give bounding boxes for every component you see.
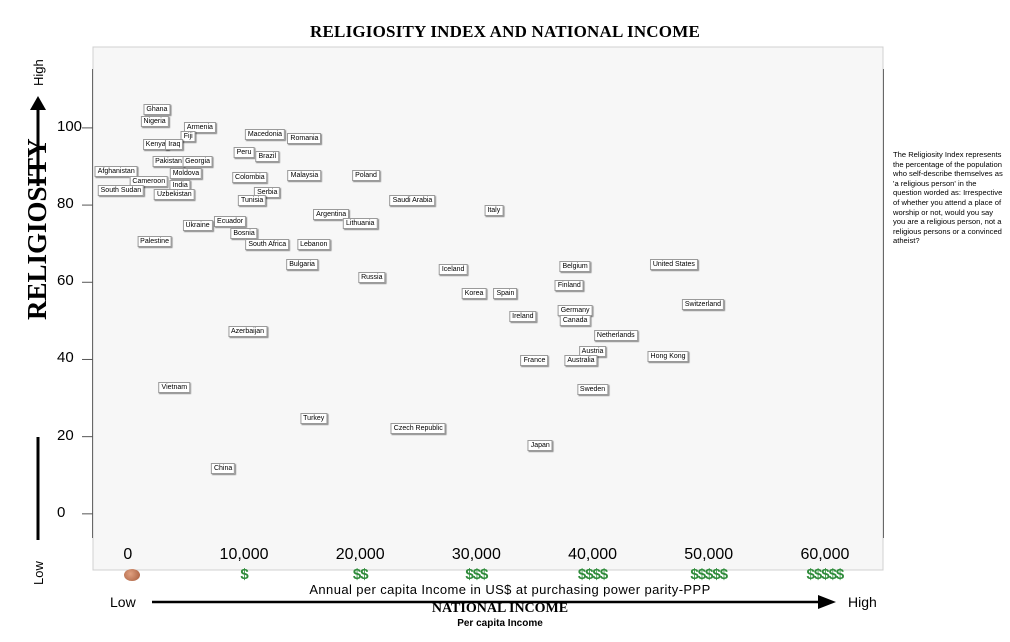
x-low-label: Low [110,594,136,610]
chart-title: RELIGIOSITY INDEX AND NATIONAL INCOME [310,22,700,41]
y-arrowhead-icon [30,96,46,110]
country-label: Moldova [169,167,203,179]
country-label: Brazil [255,150,280,162]
country-label: Bosnia [230,227,258,239]
country-label: Pakistan [152,156,185,168]
country-label: Czech Republic [390,422,446,434]
y-axis-label: RELIGIOSITY [22,138,52,320]
country-label: Netherlands [593,330,638,342]
country-label: Bulgaria [286,258,318,270]
y-tick-label: 60 [57,272,74,290]
x-axis-description: Annual per capita Income in US$ at purch… [309,582,711,597]
x-axis-sublabel: Per capita Income [457,618,543,629]
y-tick-label: 100 [57,117,83,135]
y-tick-label: 80 [57,195,74,213]
country-label: Ghana [143,104,171,116]
plot-frame [92,46,884,571]
country-label: Japan [527,440,553,452]
x-axis-label: NATIONAL INCOME [431,601,569,616]
x-tick-label: 20,000 [335,546,385,563]
country-label: Russia [358,272,386,284]
country-label: Malaysia [287,169,322,181]
country-label: Uzbekistan [153,189,195,201]
country-label: Canada [559,314,591,326]
y-high-label: High [31,59,46,86]
x-high-label: High [848,594,877,610]
country-label: Nigeria [140,115,169,127]
religiosity-index-note: The Religiosity Index represents the per… [893,150,1003,246]
country-label: Romania [287,133,322,145]
country-label: Armenia [183,121,216,133]
y-low-label: Low [31,561,46,585]
penny-icon [124,569,140,581]
country-label: Switzerland [681,299,725,311]
money-symbol: $$ [352,566,369,583]
country-label: Palestine [137,235,172,247]
country-label: Peru [233,146,255,158]
country-label: Cameroon [129,175,169,187]
money-symbol: $$$$$ [690,566,728,583]
x-tick-label: 10,000 [219,546,269,563]
country-label: Ireland [509,310,537,322]
country-label: Georgia [182,156,213,168]
money-symbol: $ [240,566,248,583]
country-label: Argentina [313,208,350,220]
country-label: Iceland [438,264,468,276]
money-symbol: $$$ [465,566,488,583]
y-tick-label: 0 [57,503,66,521]
country-label: China [210,463,236,475]
x-arrowhead-icon [818,595,836,609]
x-tick-label: 30,000 [451,546,501,563]
y-tick-label: 40 [57,349,74,367]
country-label: Serbia [254,187,281,199]
country-label: Lebanon [297,239,331,251]
money-symbol: $$$$$ [806,566,845,583]
x-tick-label: 40,000 [568,546,618,563]
country-label: Lithuania [342,218,378,230]
country-label: Finland [554,279,584,291]
country-label: Turkey [300,413,328,425]
country-label: Belgium [559,260,591,272]
country-label: South Africa [245,239,290,251]
country-label: Tunisia [238,195,267,206]
money-symbol: $$$$ [577,566,608,583]
country-label: Sweden [576,384,609,396]
x-tick-label: 50,000 [684,546,734,563]
country-label: South Sudan [97,185,145,197]
country-label: Poland [352,169,380,181]
country-label: Hong Kong [647,351,689,363]
y-tick-label: 20 [57,426,74,444]
country-label: Vietnam [158,382,191,394]
country-label: Fiji [180,131,196,143]
country-label: Ukraine [182,220,213,232]
country-label: Afghanistan [94,166,138,178]
country-label: Iraq [165,139,184,151]
country-label: Saudi Arabia [389,195,436,206]
x-tick-label: 60,000 [800,546,850,563]
country-label: Macedonia [244,129,286,141]
country-label: Australia [564,355,598,367]
country-label: Ecuador [214,216,247,228]
x-tick-label: 0 [123,546,133,563]
country-label: France [520,355,549,367]
country-label: Korea [461,287,487,299]
country-label: Azerbaijan [227,326,268,338]
country-label: Italy [484,204,504,216]
country-label: United States [649,258,698,270]
country-label: Spain [493,287,518,299]
country-label: Colombia [232,171,268,183]
